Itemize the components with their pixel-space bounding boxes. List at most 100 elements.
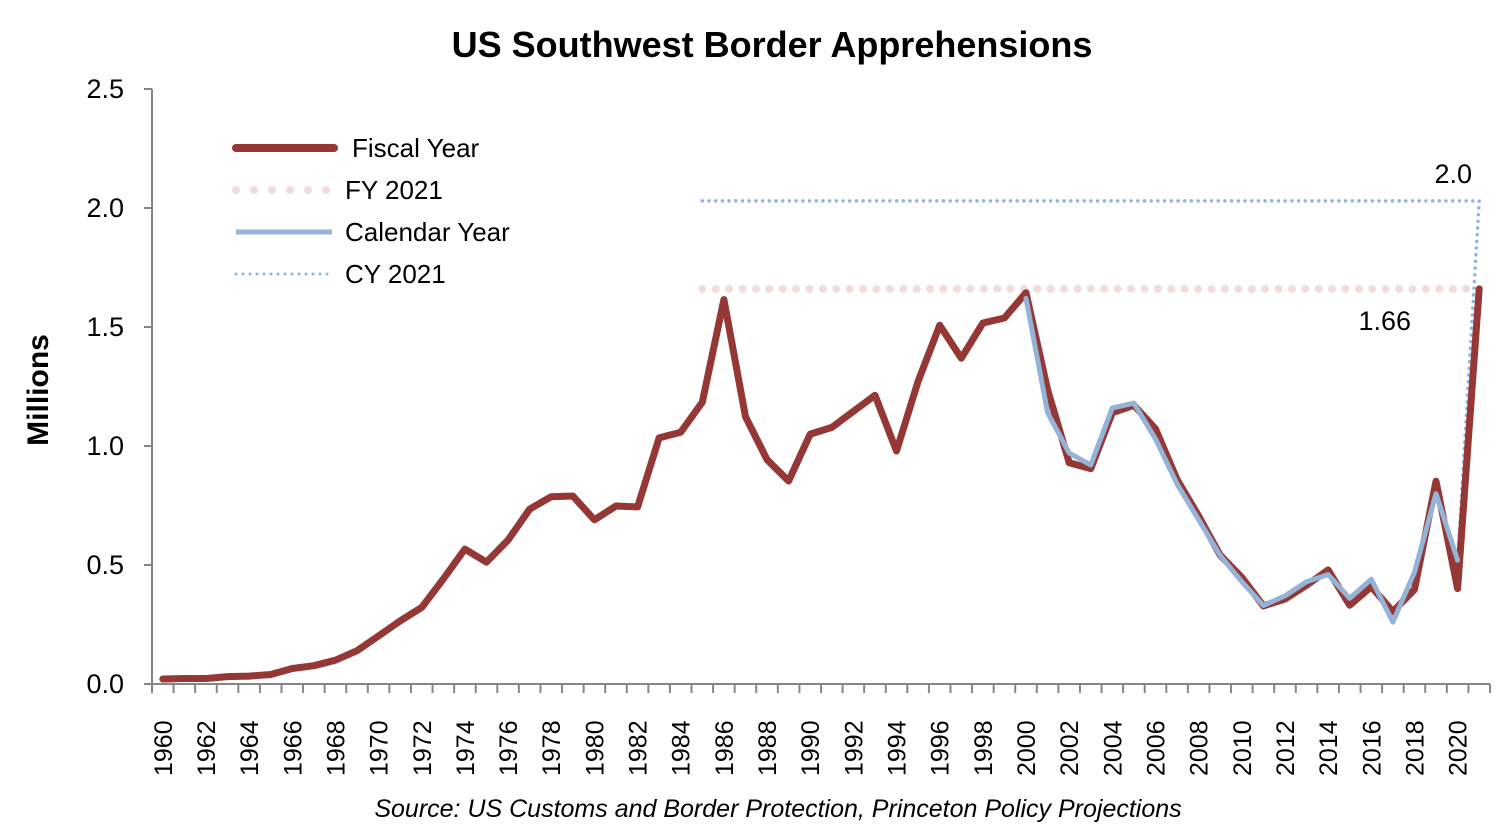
series-fiscal-year-point <box>1175 478 1179 482</box>
x-tick-label: 1990 <box>797 720 825 776</box>
series-fiscal-year-point <box>938 323 942 327</box>
series-fy2021-point <box>700 287 704 291</box>
x-tick-label: 1960 <box>150 720 178 776</box>
series-fiscal-year-point <box>636 505 640 509</box>
series-fiscal-year-point <box>1369 585 1373 589</box>
series-fiscal-year-point <box>226 675 230 679</box>
legend-label-fy2021: FY 2021 <box>345 175 443 205</box>
series-fiscal-year-point <box>830 425 834 429</box>
x-tick-label: 1994 <box>884 720 912 776</box>
series-fiscal-year-point <box>528 507 532 511</box>
series-calendar-year-point <box>1305 580 1309 584</box>
series-fiscal-year-point <box>592 518 596 522</box>
series-cy2021-point <box>1477 199 1481 203</box>
series-cy2021 <box>700 199 1482 562</box>
series-fiscal-year-point <box>1456 587 1460 591</box>
series-fiscal-year-point <box>787 479 791 483</box>
y-tick-label: 2.0 <box>86 193 124 223</box>
x-tick-label: 2014 <box>1315 720 1343 776</box>
series-fiscal-year-point <box>204 677 208 681</box>
x-tick-label: 1984 <box>668 720 696 776</box>
x-tick-label: 2016 <box>1358 720 1386 776</box>
series-fiscal-year-point <box>851 409 855 413</box>
series-calendar-year-point <box>1326 573 1330 577</box>
series-fiscal-year-point <box>1348 603 1352 607</box>
series-fiscal-year-point <box>916 379 920 383</box>
legend-label-fiscal-year: Fiscal Year <box>352 133 480 163</box>
x-tick-label: 1968 <box>322 720 350 776</box>
series-fiscal-year-point <box>398 619 402 623</box>
series-fiscal-year-point <box>1002 316 1006 320</box>
x-tick-label: 1988 <box>754 720 782 776</box>
series-calendar-year-point <box>1110 406 1114 410</box>
series-fiscal-year-point <box>1067 461 1071 465</box>
series-calendar-year-point <box>1412 570 1416 574</box>
y-tick-label: 2.5 <box>86 74 124 104</box>
series-calendar-year-point <box>1154 437 1158 441</box>
x-tick-label: 2004 <box>1099 720 1127 776</box>
series-fiscal-year-point <box>1089 467 1093 471</box>
x-tick-label: 2012 <box>1272 720 1300 776</box>
x-tick-label: 1980 <box>581 720 609 776</box>
x-tick-label: 1978 <box>538 720 566 776</box>
series-fiscal-year-point <box>700 400 704 404</box>
series-fiscal-year-point <box>377 634 381 638</box>
series-fiscal-year-point <box>808 432 812 436</box>
series-fiscal-year-point <box>1024 291 1028 295</box>
series-calendar-year <box>1023 295 1461 625</box>
x-tick-label: 1986 <box>711 720 739 776</box>
series-calendar-year-point <box>1261 603 1265 607</box>
series-fiscal-year-point <box>269 672 273 676</box>
series-fiscal-year-point <box>485 560 489 564</box>
series-fiscal-year-point <box>463 547 467 551</box>
x-tick-label: 1974 <box>452 720 480 776</box>
annotations: 2.0 1.66 <box>1358 159 1472 336</box>
series-fiscal-year-point <box>506 538 510 542</box>
series-fiscal-year-point <box>1240 575 1244 579</box>
series-calendar-year-point <box>1369 577 1373 581</box>
series-calendar-year-point <box>1046 411 1050 415</box>
series-fiscal-year-point <box>312 664 316 668</box>
x-tick-label: 2008 <box>1186 720 1214 776</box>
x-tick-label: 1992 <box>840 720 868 776</box>
series-fiscal-year-point <box>355 649 359 653</box>
series-fiscal-year-point <box>981 321 985 325</box>
x-tick-label: 1996 <box>927 720 955 776</box>
x-tick-label: 2006 <box>1143 720 1171 776</box>
series-fiscal-year-point <box>614 504 618 508</box>
x-tick-label: 1964 <box>236 720 264 776</box>
series-fiscal-year-point <box>1391 610 1395 614</box>
series-calendar-year-point <box>1024 296 1028 300</box>
series-fiscal-year-point <box>441 577 445 581</box>
series-fiscal-year-point <box>290 667 294 671</box>
y-tick-label: 0.5 <box>86 550 124 580</box>
series-fiscal-year-point <box>161 677 165 681</box>
series-calendar-year-point <box>1283 594 1287 598</box>
x-tick-label: 1962 <box>193 720 221 776</box>
series-fiscal-year-point <box>1434 479 1438 483</box>
series-fiscal-year-point <box>333 658 337 662</box>
legend-label-cy2021: CY 2021 <box>345 259 446 289</box>
series-fiscal-year-point <box>182 677 186 681</box>
series-fiscal-year-point <box>549 495 553 499</box>
series-fiscal-year-point <box>895 449 899 453</box>
series-calendar-year-point <box>1197 518 1201 522</box>
series-fiscal-year-point <box>1197 514 1201 518</box>
x-tick-label: 1998 <box>970 720 998 776</box>
x-tick-label: 2000 <box>1013 720 1041 776</box>
legend-label-calendar-year: Calendar Year <box>345 217 510 247</box>
series-fiscal-year-point <box>247 674 251 678</box>
series-calendar-year-point <box>1132 401 1136 405</box>
x-tick-label: 1966 <box>279 720 307 776</box>
series-fiscal-year-point <box>1305 583 1309 587</box>
chart-title: US Southwest Border Apprehensions <box>452 24 1093 65</box>
series-calendar-year-point <box>1175 482 1179 486</box>
y-tick-label: 1.5 <box>86 312 124 342</box>
series-fiscal-year-point <box>657 436 661 440</box>
plot-area <box>159 199 1484 683</box>
series-fiscal-year-point <box>571 494 575 498</box>
y-tick-label: 0.0 <box>86 669 124 699</box>
annotation-cy2021: 2.0 <box>1434 159 1472 189</box>
series-fiscal-year-point <box>1154 427 1158 431</box>
series-calendar-year-point <box>1089 463 1093 467</box>
